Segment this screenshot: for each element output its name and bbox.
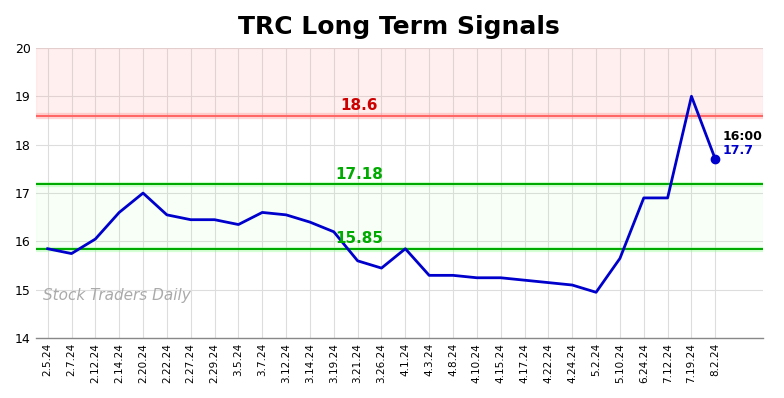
Text: Stock Traders Daily: Stock Traders Daily xyxy=(43,289,191,303)
Text: 18.6: 18.6 xyxy=(340,98,378,113)
Bar xyxy=(36,182,763,186)
Text: 17.7: 17.7 xyxy=(722,144,753,157)
Bar xyxy=(36,113,763,118)
Text: 17.18: 17.18 xyxy=(335,166,383,181)
Bar xyxy=(36,247,763,251)
Text: 16:00: 16:00 xyxy=(722,130,762,143)
Bar xyxy=(36,184,763,249)
Text: 15.85: 15.85 xyxy=(335,231,383,246)
Bar xyxy=(36,48,763,116)
Title: TRC Long Term Signals: TRC Long Term Signals xyxy=(238,15,561,39)
